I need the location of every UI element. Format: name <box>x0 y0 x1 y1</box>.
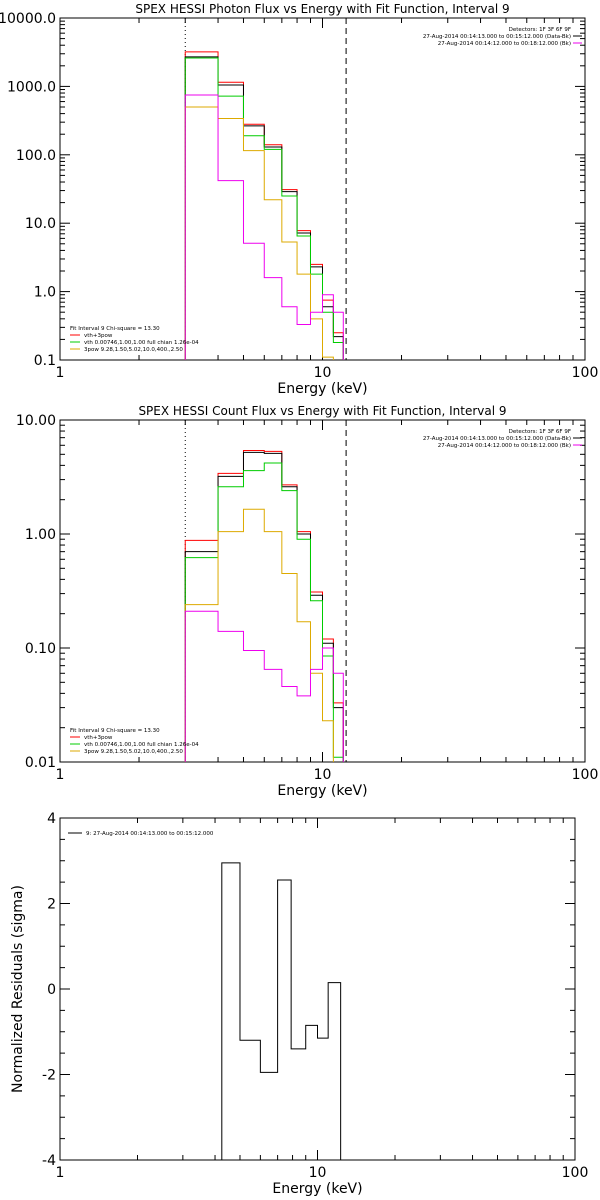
y-tick-label: 1.00 <box>25 527 56 543</box>
y-tick-label: 10000.0 <box>0 11 56 27</box>
legend-tr-text: 27-Aug-2014 00:14:13.000 to 00:15:12.000… <box>423 436 571 442</box>
panel-2: SPEX HESSI Count Flux vs Energy with Fit… <box>16 404 598 799</box>
y-tick-label: -4 <box>42 1153 56 1169</box>
series-1-line <box>184 451 344 762</box>
legend-text: 9: 27-Aug-2014 00:14:13.000 to 00:15:12.… <box>86 831 214 837</box>
x-tick-label: 1 <box>56 1165 65 1181</box>
legend-tr-text: 27-Aug-2014 00:14:13.000 to 00:15:12.000… <box>423 34 571 40</box>
legend-tr-text: 27-Aug-2014 00:14:12.000 to 00:18:12.000… <box>438 41 571 47</box>
y-tick-label: 10.0 <box>25 216 56 232</box>
legend-bl-text: vth+3pow <box>84 735 113 741</box>
x-tick-label: 100 <box>562 1165 589 1181</box>
x-tick-label: 100 <box>572 365 599 381</box>
y-tick-label: 2 <box>47 897 56 913</box>
series-4-line <box>184 94 344 360</box>
plot-area <box>184 420 347 762</box>
legend-bl-text: Fit Interval 9 Chi-square = 13.30 <box>70 326 160 332</box>
panel-3: 1 10 100 Energy (keV) -4 -2 0 2 4 Normalized Resi… <box>10 811 588 1197</box>
legend-tr-text: Detectors: 1F 3F 6F 9F <box>509 27 571 33</box>
x-tick-label: 10 <box>309 1165 327 1181</box>
legend-bl-text: Fit Interval 9 Chi-square = 13.30 <box>70 728 160 734</box>
x-axis-label: Energy (keV) <box>272 1181 362 1197</box>
legend-bl-text: vth 0.00746,1.00,1.00 full chian 1.26e-0… <box>84 340 199 346</box>
y-tick-label: 4 <box>47 811 56 827</box>
y-tick-label: 0.01 <box>25 755 56 771</box>
series-2-line <box>184 57 344 360</box>
y-tick-label: 0 <box>47 982 56 998</box>
y-tick-label: 1000.0 <box>7 79 56 95</box>
plot-frame <box>59 817 576 1161</box>
panel-1: SPEX HESSI Photon Flux vs Energy with Fi… <box>0 2 598 397</box>
chart-title: SPEX HESSI Photon Flux vs Energy with Fi… <box>135 2 509 16</box>
y-tick-label: 0.10 <box>25 641 56 657</box>
y-axis-label: Normalized Residuals (sigma) <box>10 885 26 1093</box>
legend-bl-text: vth 0.00746,1.00,1.00 full chian 1.26e-0… <box>84 742 199 748</box>
residual-line <box>221 862 342 1160</box>
series-3-line <box>184 106 334 360</box>
y-tick-label: -2 <box>42 1068 56 1084</box>
series-1-line <box>184 56 344 360</box>
series-0-line <box>184 450 344 762</box>
x-tick-label: 1 <box>56 767 65 783</box>
x-axis-label: Energy (keV) <box>277 381 367 397</box>
y-tick-label: 0.1 <box>34 353 56 369</box>
y-tick-label: 1.0 <box>34 285 56 301</box>
y-tick-label: 100.0 <box>16 148 56 164</box>
series-0-line <box>184 51 344 360</box>
legend-bl-text: 3pow 9.28,1.50,5.02,10.0,400.,2.50 <box>84 347 183 353</box>
x-axis-label: Energy (keV) <box>277 783 367 799</box>
x-tick-label: 10 <box>314 365 332 381</box>
x-tick-label: 10 <box>314 767 332 783</box>
x-tick-label: 1 <box>56 365 65 381</box>
legend-bl-text: vth+3pow <box>84 333 113 339</box>
legend-tr-text: Detectors: 1F 3F 6F 9F <box>509 429 571 435</box>
series-3-line <box>184 508 334 762</box>
plot-area <box>221 862 342 1160</box>
legend-tr-text: 27-Aug-2014 00:14:12.000 to 00:18:12.000… <box>438 443 571 449</box>
series-2-line <box>184 462 344 762</box>
x-tick-label: 100 <box>572 767 599 783</box>
series-4-line <box>184 610 344 762</box>
y-tick-label: 10.00 <box>16 413 56 429</box>
plot-area <box>184 18 347 360</box>
chart-title: SPEX HESSI Count Flux vs Energy with Fit… <box>138 404 506 418</box>
legend-bl-text: 3pow 9.28,1.50,5.02,10.0,400.,2.50 <box>84 749 183 755</box>
